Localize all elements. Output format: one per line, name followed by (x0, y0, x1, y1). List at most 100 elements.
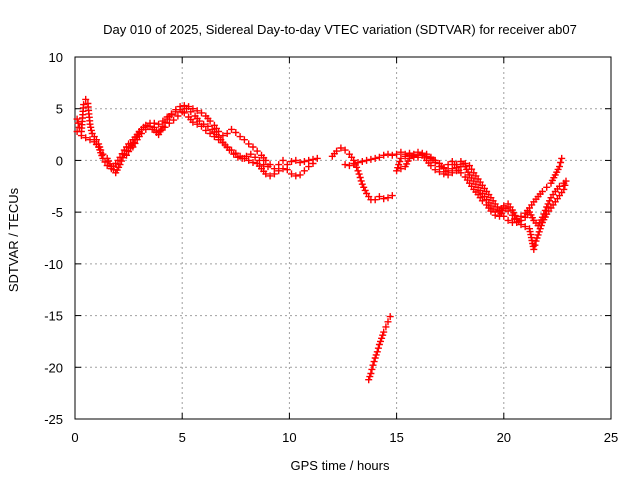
data-point (444, 167, 452, 175)
data-point (159, 117, 167, 125)
data-point (436, 163, 443, 171)
data-point (292, 172, 300, 180)
data-point (172, 108, 180, 116)
data-point (337, 144, 345, 152)
data-point (200, 120, 208, 128)
data-point (240, 136, 248, 144)
data-point (538, 213, 546, 221)
data-point (77, 132, 85, 140)
data-point (103, 162, 111, 170)
data-point (367, 155, 375, 163)
data-point (538, 188, 546, 195)
data-point (230, 150, 238, 158)
data-point (375, 341, 383, 348)
data-point (183, 105, 190, 113)
data-point (374, 344, 382, 352)
data-point (292, 156, 300, 164)
data-point (243, 152, 250, 160)
data-point (357, 177, 365, 185)
data-point (251, 153, 259, 161)
data-point (187, 108, 195, 116)
data-point (296, 171, 304, 179)
data-point (375, 153, 383, 161)
data-point (168, 111, 175, 119)
data-point (202, 126, 210, 134)
data-point (560, 185, 568, 193)
data-point (73, 115, 81, 123)
data-point (457, 169, 465, 177)
data-point (163, 113, 171, 121)
data-point (305, 156, 313, 164)
data-point (157, 126, 165, 134)
plot-frame (74, 56, 612, 420)
data-point (150, 119, 158, 127)
data-point (361, 186, 369, 194)
data-point (300, 158, 308, 165)
data-point (354, 167, 362, 175)
data-point (174, 112, 182, 120)
data-point (379, 331, 387, 339)
data-point (249, 159, 257, 166)
data-point (368, 365, 376, 373)
data-point (255, 156, 263, 164)
data-point (245, 140, 253, 148)
data-point (517, 216, 525, 224)
data-point (395, 161, 403, 169)
data-point (378, 334, 386, 342)
data-point (300, 167, 308, 175)
data-point (86, 136, 94, 144)
data-point (511, 215, 518, 223)
data-point (198, 109, 205, 117)
data-point (414, 151, 422, 159)
data-point (546, 197, 553, 205)
data-point (73, 128, 81, 135)
data-point (253, 147, 261, 155)
x-tick-label: 0 (71, 430, 78, 445)
data-point (116, 153, 124, 161)
data-point (155, 120, 163, 128)
data-point (341, 161, 349, 169)
data-point (365, 376, 373, 384)
grid (75, 57, 611, 419)
data-point (245, 156, 253, 164)
data-point (260, 161, 268, 169)
data-point (87, 126, 95, 134)
data-point (401, 152, 409, 160)
data-point (440, 170, 448, 178)
data-point (363, 156, 371, 164)
data-point (535, 228, 543, 236)
data-point (165, 119, 173, 127)
data-point (193, 107, 201, 115)
data-point (350, 160, 358, 167)
x-tick-label: 15 (389, 430, 403, 445)
y-tick-label: -25 (44, 412, 63, 427)
data-point (556, 163, 563, 171)
data-point (153, 129, 160, 136)
data-point (448, 165, 456, 173)
data-point (228, 125, 235, 133)
data-point (560, 179, 568, 187)
data-point (521, 223, 529, 231)
data-point (225, 146, 233, 154)
data-point (283, 166, 291, 174)
data-point (82, 134, 90, 142)
data-point (288, 158, 295, 165)
data-point (508, 211, 516, 219)
data-point (288, 170, 295, 178)
data-point (431, 166, 439, 174)
data-point (353, 163, 361, 171)
data-point (386, 313, 394, 321)
data-point (382, 323, 390, 331)
data-point (238, 154, 246, 162)
data-points (73, 95, 570, 384)
data-point (513, 219, 521, 226)
data-point (118, 150, 126, 158)
data-point (309, 160, 317, 167)
data-point (396, 158, 404, 165)
data-point (345, 162, 353, 170)
data-point (369, 361, 377, 369)
data-point (262, 156, 270, 164)
data-point (275, 167, 283, 175)
data-point (140, 123, 148, 131)
y-tick-label: -20 (44, 360, 63, 375)
